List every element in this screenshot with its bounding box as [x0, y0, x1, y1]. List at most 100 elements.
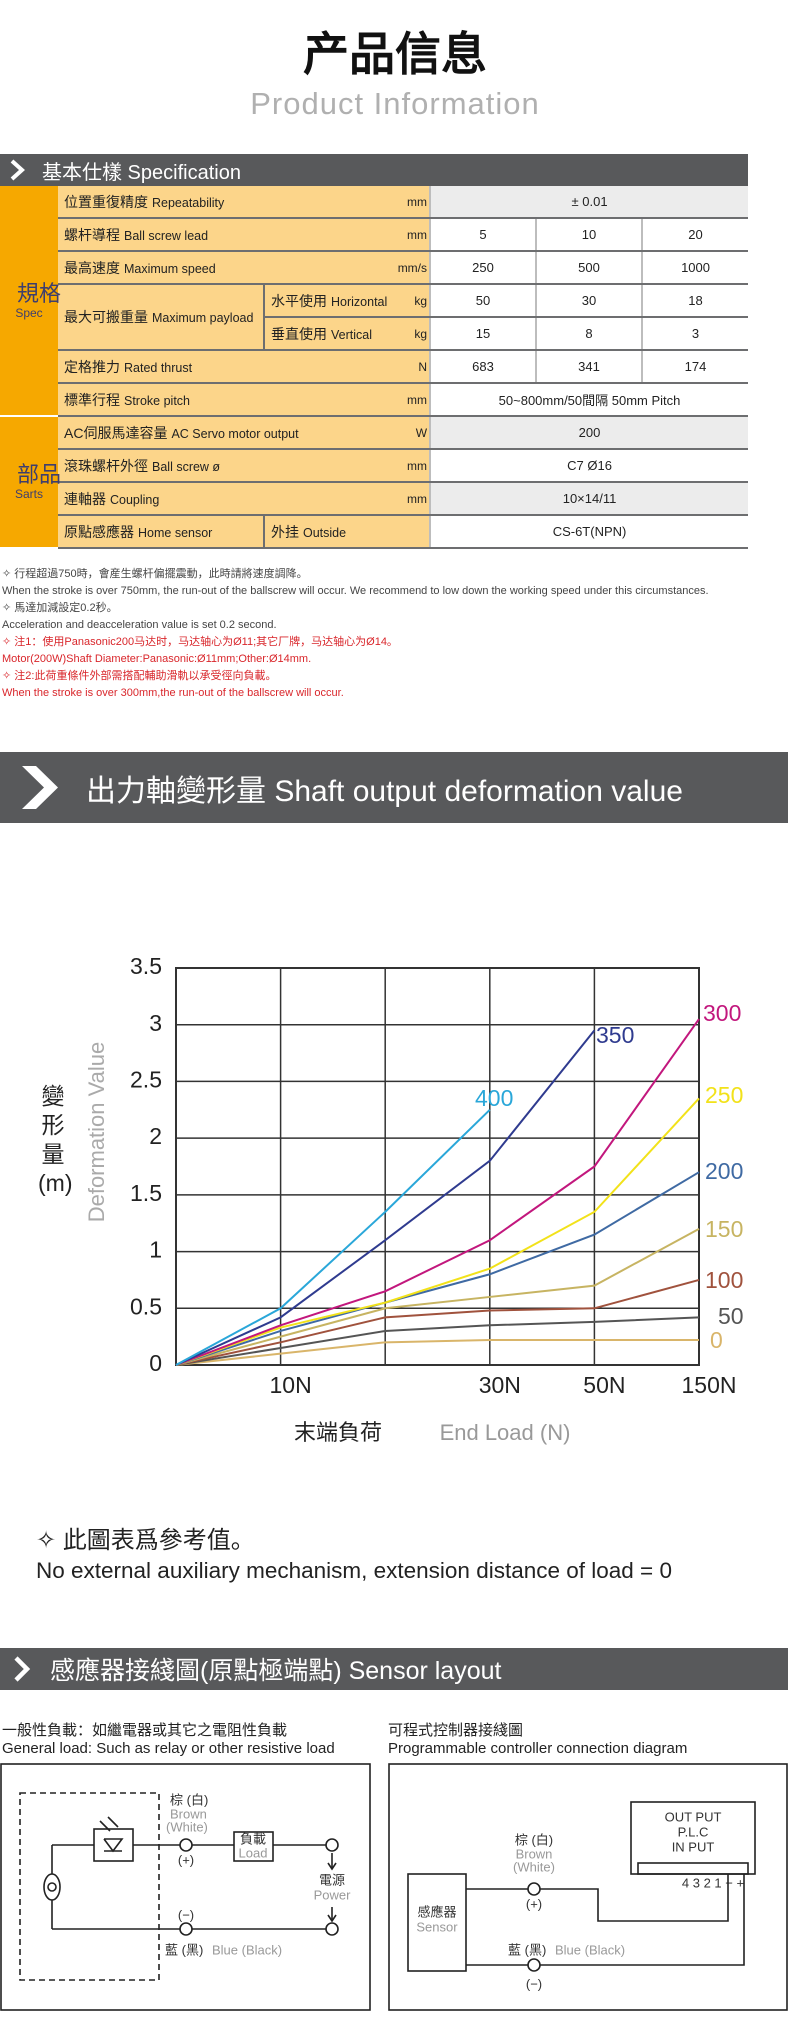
sub-cell: 外挂 Outside: [262, 515, 391, 549]
polarity: (+): [178, 1852, 194, 1867]
chart-bar: 出力軸變形量 Shaft output deformation value: [0, 752, 788, 823]
name-en: Maximum speed: [124, 261, 216, 276]
y-tick-label: 1: [149, 1237, 162, 1263]
unit-cell: kg: [390, 317, 431, 351]
plc-caption-en: Programmable controller connection diagr…: [388, 1740, 688, 1757]
polarity: (−): [526, 1976, 542, 1991]
value-cell: 500: [535, 251, 643, 285]
series-label: 300: [703, 1000, 741, 1026]
group-label: 規格: [17, 280, 62, 306]
diagram-frame: [0, 1763, 371, 2011]
series-label: 50: [718, 1303, 744, 1329]
value-cell: C7 Ø16: [429, 449, 749, 483]
y-tick-label: 2: [149, 1123, 162, 1149]
value-cell: 10×14/11: [429, 482, 749, 516]
plc-name: P.L.C: [678, 1824, 709, 1839]
value-cell: 30: [535, 284, 643, 318]
name-cell: 位置重復精度 Repeatability: [58, 186, 391, 219]
table-row: 定格推力 Rated thrust N 683 341 174: [0, 350, 749, 384]
y-tick-label: 2.5: [130, 1067, 162, 1093]
plc-output: OUT PUT: [665, 1809, 722, 1824]
chart-note-zh: ✧ 此圖表爲參考值。: [36, 1527, 255, 1554]
note-zh: ✧ 馬達加減設定0.2秒。: [2, 602, 118, 614]
table-row: 標準行程 Stroke pitch mm 50~800mm/50間隔 50mm Pit…: [0, 383, 749, 417]
sensor-symbol: [43, 1873, 61, 1901]
power-arrow: [327, 1862, 337, 1871]
table-row: 連軸器 Coupling mm 10×14/11: [0, 482, 749, 516]
value-cell: 50: [429, 284, 537, 318]
series-label: 250: [705, 1082, 743, 1108]
plc-caption: 可程式控制器接綫圖: [388, 1722, 524, 1739]
value-cell: CS-6T(NPN): [429, 515, 749, 549]
polarity: (−): [178, 1907, 194, 1922]
terminal: [325, 1838, 339, 1852]
name-zh: 連軸器: [64, 490, 106, 507]
page-subtitle: Product Information: [250, 86, 540, 121]
chart: 0 0.5 1 1.5 2 2.5 3 3.5 10N 30N 50N 150N 末端負荷 End Loa…: [84, 953, 744, 1445]
sensor-symbol-core: [47, 1882, 57, 1892]
name-en: Repeatability: [152, 195, 225, 210]
terminal: [325, 1922, 339, 1936]
series-label: 100: [705, 1267, 743, 1293]
value-cell: 18: [641, 284, 749, 318]
note-zh: ✧ 注2:此荷重條件外部需搭配輔助滑軌以承受徑向負載。: [2, 670, 277, 682]
value-cell: 200: [429, 416, 749, 450]
x-tick-label: 50N: [583, 1372, 625, 1398]
y-tick-label: 0: [149, 1350, 162, 1376]
table-row: 螺杆導程 Ball screw lead mm 5 10 20: [0, 218, 749, 252]
name-en: AC Servo motor output: [171, 426, 299, 441]
sensor-title: 感應器接綫圖(原點極端點) Sensor layout: [50, 1657, 502, 1685]
spec-bar: 基本仕樣 Specification: [0, 154, 748, 186]
value-cell: 5: [429, 218, 537, 252]
light-ray: [99, 1820, 111, 1832]
sub-en: Outside: [303, 525, 347, 540]
power-label-en: Power: [314, 1887, 352, 1902]
connector: [527, 1958, 541, 1972]
x-tick-label: 10N: [269, 1372, 311, 1398]
polarity: (+): [526, 1896, 542, 1911]
name-zh: 滾珠螺杆外徑: [64, 457, 148, 474]
connector: [527, 1882, 541, 1896]
name-zh: 定格推力: [64, 358, 120, 375]
x-tick-label: 30N: [479, 1372, 521, 1398]
wire-label-en: (White): [513, 1859, 555, 1874]
x-tick-label: 150N: [682, 1372, 737, 1398]
group-label: 部品: [17, 462, 62, 487]
sub-en: Vertical: [331, 327, 372, 342]
name-en: Home sensor: [138, 525, 213, 540]
name-en: Ball screw lead: [124, 228, 209, 243]
wire-label: 棕 (白): [170, 1792, 208, 1807]
series-line: [175, 1278, 700, 1366]
wire-label-en: Brown: [516, 1846, 553, 1861]
table-row: 垂直使用 Vertical kg 15 8 3: [0, 317, 749, 351]
connector: [179, 1838, 193, 1852]
value-cell: 683: [429, 350, 537, 384]
value-cell: 15: [429, 317, 537, 351]
series-line: [175, 1029, 596, 1366]
led-box: [93, 1828, 134, 1862]
name-cell: 定格推力 Rated thrust: [58, 350, 391, 384]
unit-cell: mm: [390, 383, 431, 417]
series-label: 150: [705, 1216, 743, 1242]
name-zh: 標準行程: [64, 391, 120, 408]
group-label-en: Sarts: [14, 487, 43, 501]
series-line: [175, 1109, 491, 1366]
plc-terminals: 4 3 2 1 − +: [682, 1875, 744, 1890]
name-cell: 最大可搬重量 Maximum payload: [58, 284, 264, 351]
sensor-label-en: Sensor: [416, 1919, 458, 1934]
spec-table: 規格 Spec 位置重復精度 Repeatability mm ± 0.01 螺杆導程 Bal…: [0, 186, 749, 549]
name-zh: AC伺服馬達容量: [64, 424, 168, 441]
series-line: [175, 1316, 700, 1366]
chevron-icon: [14, 1656, 31, 1682]
sub-en: Horizontal: [331, 294, 388, 309]
wire: [540, 1874, 745, 1966]
unit-cell: mm: [390, 449, 431, 483]
chevron-icon: [22, 766, 58, 809]
note-en: Acceleration and deacceleration value is…: [2, 619, 277, 631]
unit-cell: mm: [390, 218, 431, 252]
value-cell: 174: [641, 350, 749, 384]
sensor-label: 感應器: [417, 1904, 456, 1919]
table-row: 規格 Spec 位置重復精度 Repeatability mm ± 0.01: [0, 186, 749, 417]
